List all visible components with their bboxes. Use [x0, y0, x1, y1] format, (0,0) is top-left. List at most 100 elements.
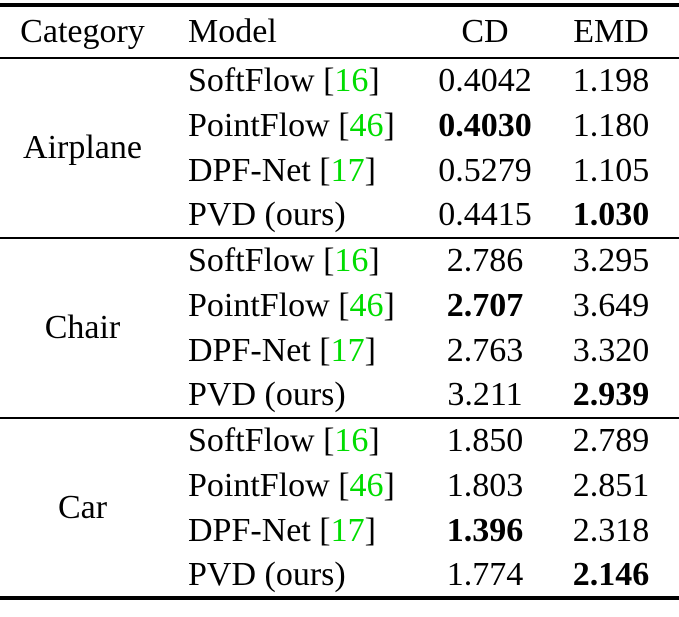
group-car: Car SoftFlow [16] 1.850 2.789 PointFlow …	[0, 418, 679, 598]
cd-value: 0.4042	[438, 62, 532, 99]
table-row: Airplane SoftFlow [16] 0.4042 1.198	[0, 58, 679, 166]
citation-ref[interactable]: [17]	[319, 152, 376, 189]
model-cell: SoftFlow [16]	[165, 58, 415, 103]
model-cell: DPF-Net [17]	[165, 328, 415, 373]
bracket-close: ]	[383, 286, 395, 324]
header-emd: EMD	[573, 13, 649, 50]
emd-value: 2.789	[572, 422, 650, 459]
emd-value: 2.318	[572, 511, 650, 549]
model-cell: PointFlow [46]	[165, 463, 415, 508]
table-row: PointFlow [46] 2.707 3.649	[0, 283, 679, 328]
table-row: PVD (ours) 0.4415 1.030	[0, 193, 679, 238]
cd-value: 2.763	[446, 331, 524, 369]
table-row: DPF-Net [17] 0.5279 1.105	[0, 148, 679, 193]
bracket-open: [	[338, 466, 350, 504]
emd-value: 2.939	[572, 376, 650, 413]
bracket-open: [	[319, 331, 331, 369]
emd-value: 1.105	[572, 151, 650, 189]
bracket-close: ]	[368, 422, 380, 459]
bracket-close: ]	[368, 242, 380, 279]
table-row: PointFlow [46] 1.803 2.851	[0, 463, 679, 508]
emd-value: 3.320	[572, 331, 650, 369]
model-name: PVD (ours)	[188, 555, 346, 593]
header-cd: CD	[461, 13, 509, 50]
citation-ref[interactable]: [46]	[338, 107, 395, 144]
model-name: DPF-Net	[188, 331, 311, 369]
group-airplane: Airplane SoftFlow [16] 0.4042 1.198 Poin…	[0, 58, 679, 238]
table-row: PointFlow [46] 0.4030 1.180	[0, 103, 679, 148]
bracket-open: [	[323, 242, 335, 279]
emd-value: 1.180	[572, 106, 650, 144]
bracket-close: ]	[368, 62, 380, 99]
bracket-open: [	[323, 422, 335, 459]
cd-value: 0.4415	[438, 196, 532, 233]
model-name: PVD (ours)	[188, 196, 346, 233]
bracket-open: [	[319, 151, 331, 189]
model-cell: DPF-Net [17]	[165, 148, 415, 193]
model-name: DPF-Net	[188, 151, 311, 189]
citation-ref[interactable]: [46]	[338, 467, 395, 504]
model-name: PointFlow	[188, 286, 330, 324]
cd-value: 1.850	[446, 422, 524, 459]
citation-number: 16	[334, 242, 369, 279]
model-name: PointFlow	[188, 106, 330, 144]
citation-number: 46	[349, 106, 384, 144]
bracket-open: [	[323, 62, 335, 99]
model-cell: PVD (ours)	[165, 373, 415, 418]
model-name: PVD (ours)	[188, 376, 346, 413]
category-cell: Airplane	[23, 129, 142, 166]
header-category: Category	[20, 13, 145, 50]
emd-value: 2.851	[572, 466, 650, 504]
table-row: Chair SoftFlow [16] 2.786 3.295	[0, 238, 679, 346]
model-cell: DPF-Net [17]	[165, 508, 415, 553]
model-name: PointFlow	[188, 466, 330, 504]
table-header: Category Model CD EMD	[0, 5, 679, 58]
citation-number: 17	[330, 331, 365, 369]
cd-value: 1.396	[446, 511, 524, 549]
citation-ref[interactable]: [16]	[323, 242, 380, 279]
emd-value: 3.649	[572, 286, 650, 324]
citation-number: 16	[334, 422, 369, 459]
table-row: PVD (ours) 1.774 2.146	[0, 553, 679, 598]
table-row: PVD (ours) 3.211 2.939	[0, 373, 679, 418]
model-cell: PVD (ours)	[165, 553, 415, 598]
bracket-close: ]	[364, 511, 376, 549]
header-row: Category Model CD EMD	[0, 5, 679, 58]
group-chair: Chair SoftFlow [16] 2.786 3.295 PointFlo…	[0, 238, 679, 418]
citation-number: 17	[330, 511, 365, 549]
category-cell: Chair	[44, 309, 121, 346]
header-model: Model	[188, 13, 277, 50]
cd-value: 0.4030	[438, 106, 532, 144]
emd-value: 1.198	[572, 62, 650, 99]
bracket-open: [	[338, 286, 350, 324]
citation-ref[interactable]: [17]	[319, 332, 376, 369]
citation-number: 16	[334, 62, 369, 99]
results-table: Category Model CD EMD Airplane SoftFlow …	[0, 3, 679, 600]
table-row: Car SoftFlow [16] 1.850 2.789	[0, 418, 679, 526]
bracket-close: ]	[364, 331, 376, 369]
citation-ref[interactable]: [46]	[338, 287, 395, 324]
cd-value: 1.803	[446, 466, 524, 504]
bracket-open: [	[338, 106, 350, 144]
table-row: DPF-Net [17] 2.763 3.320	[0, 328, 679, 373]
citation-ref[interactable]: [17]	[319, 512, 376, 549]
cd-value: 3.211	[447, 376, 523, 413]
citation-number: 17	[330, 151, 365, 189]
model-cell: SoftFlow [16]	[165, 418, 415, 463]
model-cell: SoftFlow [16]	[165, 238, 415, 283]
citation-ref[interactable]: [16]	[323, 62, 380, 99]
emd-value: 3.295	[572, 242, 650, 279]
citation-ref[interactable]: [16]	[323, 422, 380, 459]
bracket-close: ]	[364, 151, 376, 189]
model-name: SoftFlow	[188, 62, 315, 99]
cd-value: 2.707	[446, 286, 524, 324]
model-name: DPF-Net	[188, 511, 311, 549]
cd-value: 0.5279	[438, 151, 532, 189]
citation-number: 46	[349, 466, 384, 504]
table-row: DPF-Net [17] 1.396 2.318	[0, 508, 679, 553]
bracket-close: ]	[383, 466, 395, 504]
bracket-open: [	[319, 511, 331, 549]
model-cell: PointFlow [46]	[165, 283, 415, 328]
emd-value: 2.146	[572, 555, 650, 593]
